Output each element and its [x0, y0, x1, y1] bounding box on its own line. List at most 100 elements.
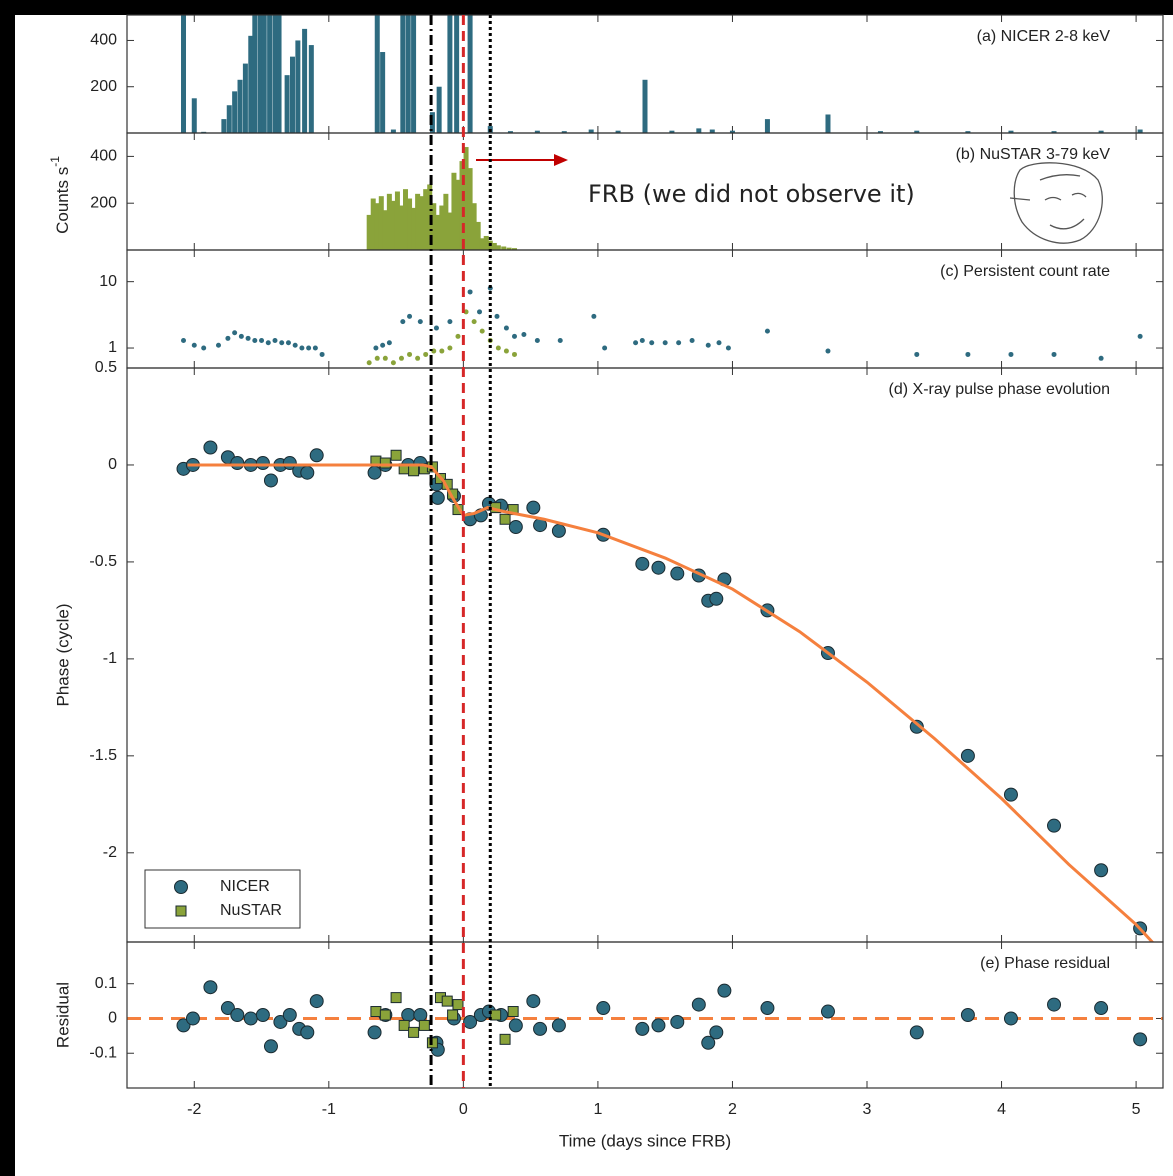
bar: [232, 91, 238, 133]
marker: [259, 337, 265, 343]
bar: [374, 15, 380, 133]
bar: [435, 214, 441, 250]
y-tick-label: 0.1: [95, 975, 117, 992]
marker: [243, 1011, 258, 1026]
bar: [729, 130, 735, 133]
bar: [386, 193, 392, 250]
marker: [439, 348, 445, 354]
bar: [226, 105, 232, 133]
plot-area: [366, 147, 517, 250]
marker: [635, 1021, 650, 1036]
marker: [1008, 351, 1014, 357]
marker: [390, 360, 396, 366]
panel-title: (b) NuSTAR 3-79 keV: [956, 146, 1111, 163]
marker: [717, 983, 732, 998]
bar: [501, 246, 507, 250]
marker: [203, 980, 218, 995]
bar: [696, 128, 702, 133]
marker: [534, 337, 540, 343]
marker: [670, 566, 685, 581]
marker: [230, 1008, 245, 1022]
panel-frame: [126, 367, 1164, 943]
marker: [602, 345, 608, 351]
marker: [1098, 355, 1104, 361]
marker: [408, 1026, 420, 1038]
marker: [455, 333, 461, 339]
marker: [1137, 333, 1143, 339]
bar: [308, 45, 314, 133]
legend-label: NuSTAR: [220, 902, 282, 919]
marker: [225, 335, 231, 341]
marker: [508, 1018, 523, 1033]
marker: [914, 351, 920, 357]
marker: [379, 1009, 391, 1021]
bar: [431, 203, 437, 250]
bar: [252, 15, 258, 133]
marker: [292, 342, 298, 348]
y-tick-label: 200: [90, 78, 117, 95]
marker: [503, 348, 509, 354]
bar: [447, 212, 453, 250]
bar: [914, 130, 920, 133]
x-tick-label: 0: [459, 1101, 468, 1118]
bar: [289, 56, 295, 133]
marker: [423, 351, 429, 357]
marker: [649, 340, 655, 346]
bar: [411, 15, 417, 133]
annotation-arrowhead: [554, 154, 568, 166]
marker: [433, 325, 439, 331]
bar: [443, 193, 449, 250]
top-border: [0, 0, 1173, 15]
bar: [495, 245, 501, 250]
marker: [300, 1025, 315, 1040]
y-tick-label: 400: [90, 148, 117, 165]
bar: [447, 15, 453, 133]
marker: [1051, 351, 1057, 357]
marker: [220, 1001, 235, 1016]
counts-label-exponent: -1: [48, 156, 62, 167]
marker: [651, 560, 666, 575]
marker: [633, 340, 639, 346]
marker: [306, 345, 312, 351]
marker: [965, 351, 971, 357]
marker: [380, 342, 386, 348]
bar: [479, 238, 485, 250]
marker: [300, 465, 315, 480]
marker: [215, 342, 221, 348]
marker: [390, 449, 402, 461]
marker: [265, 340, 271, 346]
bar: [407, 198, 413, 250]
plot-area: [181, 285, 1143, 366]
marker: [418, 1019, 430, 1031]
left-border: [0, 0, 15, 1176]
marker: [181, 337, 187, 343]
marker: [185, 1011, 200, 1026]
y-tick-label: 0.5: [95, 359, 117, 376]
marker: [415, 355, 421, 361]
bar: [1137, 129, 1143, 133]
y-axis-label: Phase (cycle): [53, 604, 72, 707]
marker: [691, 997, 706, 1012]
bar: [475, 221, 481, 250]
bar: [1051, 131, 1057, 133]
x-tick-label: 1: [593, 1101, 602, 1118]
bar: [467, 168, 473, 250]
marker: [639, 337, 645, 343]
y-tick-label: -1.5: [89, 747, 117, 764]
marker: [413, 1008, 428, 1022]
bar: [403, 189, 409, 250]
marker: [374, 355, 380, 361]
marker: [299, 345, 305, 351]
bar: [709, 129, 715, 133]
bar: [382, 210, 388, 250]
marker: [407, 351, 413, 357]
marker: [366, 360, 372, 366]
marker: [557, 337, 563, 343]
y-axis-label: Residual: [53, 982, 72, 1048]
marker: [285, 340, 291, 346]
bar: [267, 15, 273, 133]
marker: [1094, 863, 1109, 878]
marker: [203, 440, 218, 455]
marker: [191, 342, 197, 348]
bar: [459, 161, 465, 250]
